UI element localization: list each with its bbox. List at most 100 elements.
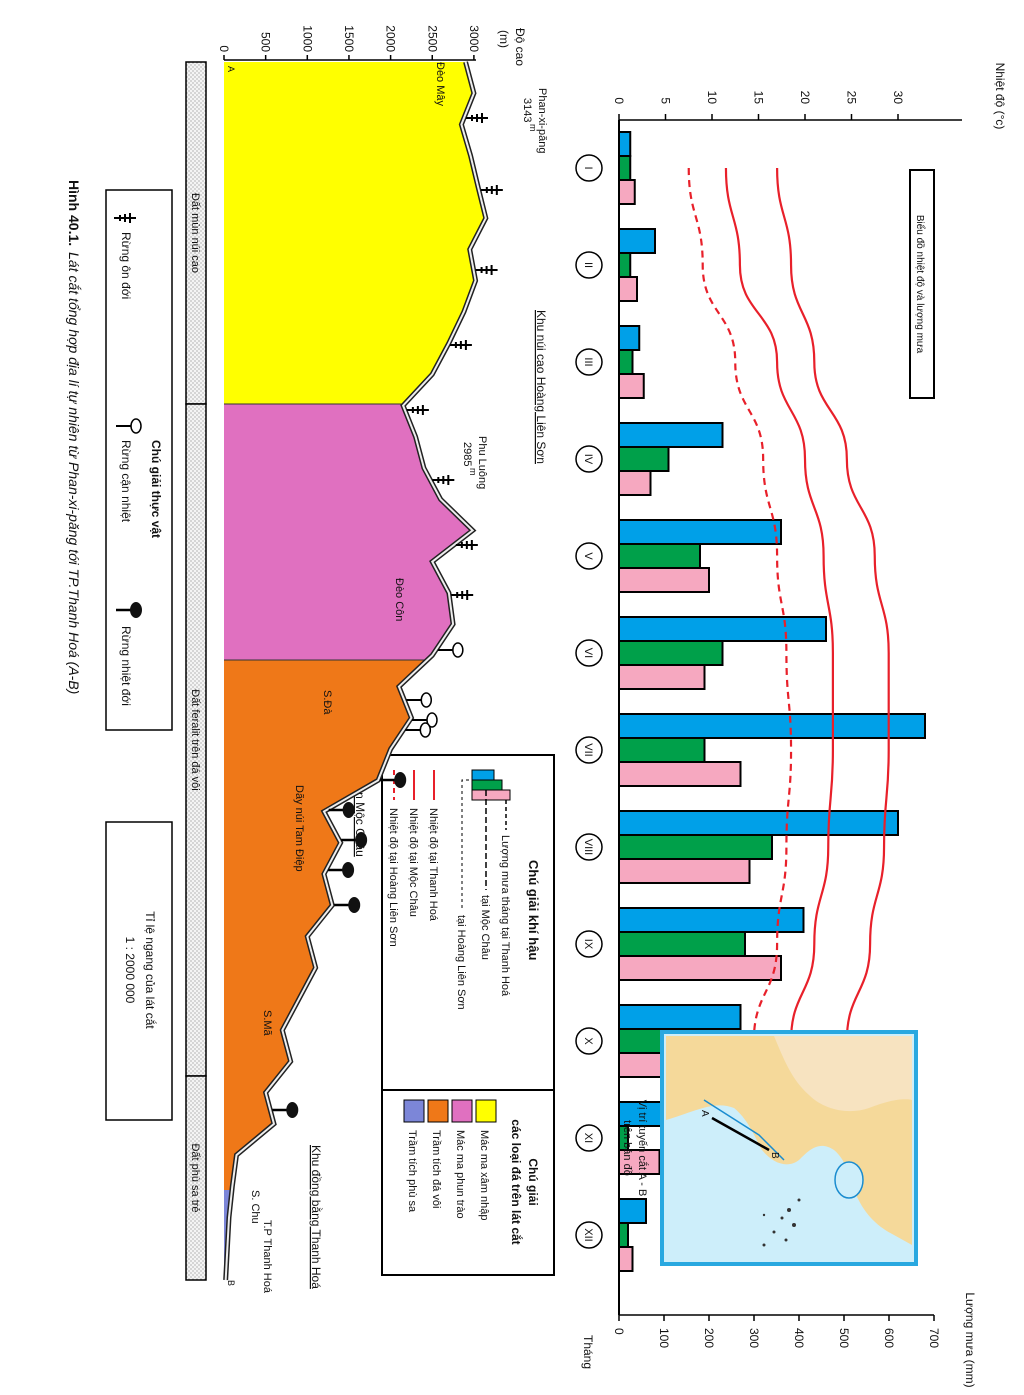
rock-legend-title-2: các loại đá trên lát cắt <box>509 1119 524 1244</box>
subtropical-tree-icon <box>437 642 464 658</box>
legend-item-temp-moc-chau: Nhiệt độ tại Mộc Châu <box>407 808 419 917</box>
tropical-tree-icon <box>341 832 368 848</box>
month-circle <box>575 930 603 958</box>
rain-bar-hoang-lien-son <box>618 567 710 593</box>
rock-swatch-intrusive <box>475 1099 497 1123</box>
rain-bar-hoang-lien-son <box>618 955 782 981</box>
profile-label-a: A <box>226 66 236 72</box>
month-label: V <box>582 552 594 560</box>
rain-bar-thanh-hoa <box>618 519 782 545</box>
place-s-chu: S. Chu <box>249 1190 261 1224</box>
soil-label-phu-sa: Đất phù sa trẻ <box>189 1143 201 1212</box>
month-label: VIII <box>582 839 594 856</box>
month-label: VI <box>582 648 594 658</box>
rain-bar-moc-chau <box>618 640 724 666</box>
temperate-tree-icon <box>455 540 478 550</box>
legend-item-rain-thanh-hoa: Lượng mưa tháng tại Thanh Hoá <box>499 835 511 997</box>
temperate-tree-icon <box>432 475 455 485</box>
rock-item-alluvial: Trầm tích phù sa <box>406 1130 418 1213</box>
y-left-tick-label: 0 <box>612 97 626 104</box>
tropical-tree-icon <box>380 772 407 788</box>
month-circle <box>575 348 603 376</box>
y-left-ticks: 0 5 10 15 20 25 30 <box>612 91 905 120</box>
terrain-profile: Độ cao (m) 0 500 1000 1500 2000 2500 3000 Đèo … <box>217 25 548 1294</box>
subtropical-tree-icon <box>411 712 438 728</box>
vegetation-item-temperate: Rừng ôn đới <box>119 232 133 299</box>
inset-map-land-china <box>774 1036 912 1112</box>
tropical-tree-icon <box>328 802 355 818</box>
rain-bar-moc-chau <box>618 737 706 763</box>
month-circle <box>575 542 603 570</box>
tropical-tree-icon <box>272 1102 299 1118</box>
chart-title: Biểu đồ nhiệt độ và lượng mưa <box>914 215 926 354</box>
y-right-tick-label: 400 <box>792 1328 806 1348</box>
month-label: IX <box>582 939 594 950</box>
rain-bar-moc-chau <box>618 931 746 957</box>
profile-axis-title-2: (m) <box>497 30 511 48</box>
rain-bar-hoang-lien-son <box>618 276 638 302</box>
inset-map-section-line <box>711 1116 770 1152</box>
month-circle <box>575 639 603 667</box>
month-circle <box>575 1027 603 1055</box>
inset-map-caption-2: trên bản đồ <box>621 1120 633 1176</box>
vegetation-legend-title: Chú giải thực vật <box>149 440 163 538</box>
vegetation-item-tropical: Rừng nhiệt đới <box>119 626 133 706</box>
rain-bar-thanh-hoa <box>618 616 827 642</box>
month-circle <box>575 1124 603 1152</box>
temperate-tree-icon <box>480 185 503 195</box>
profile-rock-fills <box>224 62 486 1280</box>
temperate-tree-icon <box>449 340 472 350</box>
rain-bar-thanh-hoa <box>618 422 724 448</box>
rock-zone-volcanic <box>224 404 473 660</box>
rain-bar-moc-chau <box>618 1222 629 1248</box>
tropical-tree-icon <box>328 862 355 878</box>
rain-bar-thanh-hoa <box>618 907 805 933</box>
month-label: II <box>582 262 594 268</box>
soil-segment-phu-sa <box>185 1075 207 1281</box>
vegetation-legend: Chú giải thực vật Rừng ôn đới Rừng cận n… <box>105 189 173 731</box>
month-label: I <box>582 166 594 169</box>
rain-bar-hoang-lien-son <box>618 179 636 205</box>
rain-bar-hoang-lien-son <box>618 470 652 496</box>
month-circle <box>575 736 603 764</box>
scale-box-frame <box>105 821 173 1121</box>
y-right-title: Lượng mưa (mm) <box>963 1292 977 1387</box>
rock-legend-box <box>381 1089 555 1276</box>
soil-label-feralit: Đất feralit trên đá vôi <box>189 689 201 791</box>
region-label-thanh-hoa: Khu đồng bằng Thanh Hoá <box>309 1145 324 1289</box>
profile-surface-highlight <box>224 61 487 1281</box>
place-phu-luong-unit: m <box>468 468 478 476</box>
rock-legend: Chú giải các loại đá trên lát cắt Mác ma… <box>381 1089 555 1276</box>
legend-swatch-hoang-lien-son <box>471 789 511 801</box>
profile-tick-label: 1500 <box>342 25 356 52</box>
rock-legend-title-1: Chú giải <box>526 1158 540 1205</box>
legend-item-temp-thanh-hoa: Nhiệt độ tại Thanh Hoá <box>427 808 439 922</box>
inset-map-label-a: A <box>699 1110 710 1117</box>
month-circle <box>575 1221 603 1249</box>
place-phan-xi-pang-unit: m <box>528 124 538 132</box>
rock-item-limestone: Trầm tích đá vôi <box>430 1130 442 1208</box>
rain-bar-hoang-lien-son <box>618 1149 661 1175</box>
temperate-tree-icon <box>475 265 498 275</box>
rain-bar-moc-chau <box>618 543 701 569</box>
inset-map-islands <box>762 1198 801 1247</box>
legend-rain-swatch <box>471 769 511 801</box>
rain-bar-moc-chau <box>618 446 670 472</box>
rain-bar-thanh-hoa <box>618 1198 647 1224</box>
rock-zone-limestone <box>224 660 428 1190</box>
y-right-tick-label: 300 <box>747 1328 761 1348</box>
y-left-tick-label: 20 <box>798 91 812 105</box>
y-left-tick-label: 15 <box>752 91 766 105</box>
legend-swatch-thanh-hoa <box>471 769 495 781</box>
vegetation-legend-box <box>105 189 173 731</box>
caption-text: Hình 40.1. Lát cắt tổng hợp địa lí tự nhi… <box>66 180 82 694</box>
scale-line-2: 1 : 2000 000 <box>123 937 137 1004</box>
month-label: XII <box>582 1228 594 1241</box>
soil-bar: Đất mùn núi cao Đất feralit trên đá vôi … <box>185 61 207 1281</box>
region-label-hoang-lien-son: Khu núi cao Hoàng Liên Sơn <box>534 310 548 464</box>
subtropical-tree-icon <box>405 722 432 738</box>
place-tp-thanh-hoa: T.P Thanh Hoá <box>261 1220 273 1294</box>
profile-tick-label: 1000 <box>300 25 314 52</box>
